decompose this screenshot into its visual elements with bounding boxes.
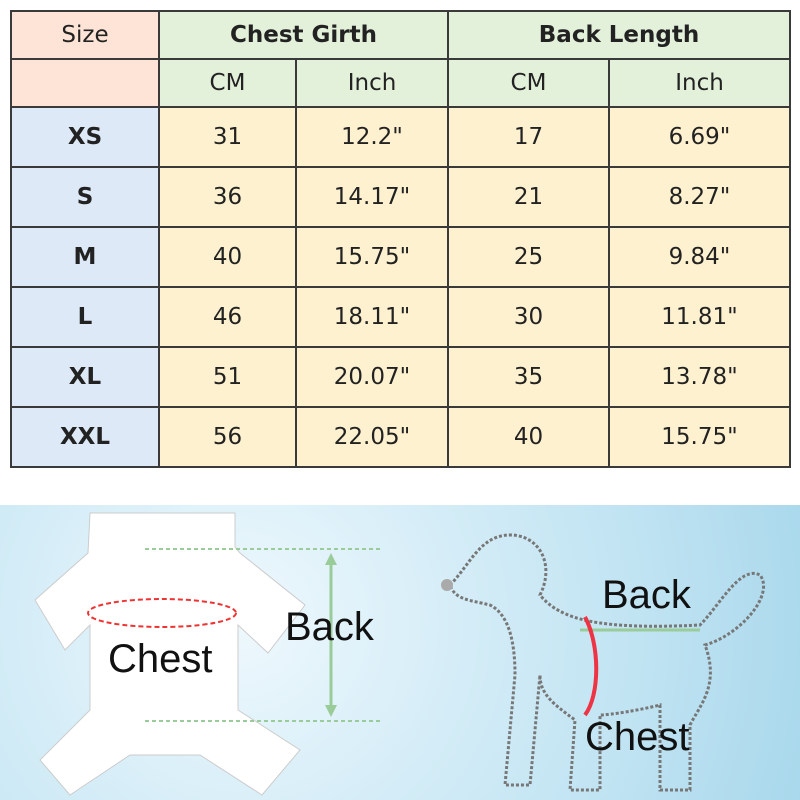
back-cm-cell: 21 <box>447 166 610 228</box>
size-cell: XS <box>10 106 160 168</box>
back-inch-cell: 6.69" <box>608 106 791 168</box>
chest-cm-cell: 46 <box>158 286 297 348</box>
chest-inch-cell: 22.05" <box>295 406 449 468</box>
chest-cm-cell: 51 <box>158 346 297 408</box>
back-inch-cell: 8.27" <box>608 166 791 228</box>
size-cell: S <box>10 166 160 228</box>
shirt-chest-label: Chest <box>108 637 213 681</box>
header-chest-girth: Chest Girth <box>158 10 449 60</box>
chest-inch-cell: 20.07" <box>295 346 449 408</box>
table-row: S 36 14.17" 21 8.27" <box>10 166 791 228</box>
measurement-diagram: Chest Back Back Chest <box>0 505 800 800</box>
chest-inch-cell: 14.17" <box>295 166 449 228</box>
shirt-back-label: Back <box>285 605 374 649</box>
back-inch-cell: 9.84" <box>608 226 791 288</box>
back-inch-cell: 11.81" <box>608 286 791 348</box>
subheader-back-inch: Inch <box>608 58 791 108</box>
table-row: XL 51 20.07" 35 13.78" <box>10 346 791 408</box>
shirt-shape <box>34 512 380 796</box>
header-blank <box>10 58 160 108</box>
size-cell: XXL <box>10 406 160 468</box>
header-size: Size <box>10 10 160 60</box>
back-cm-cell: 30 <box>447 286 610 348</box>
back-inch-cell: 15.75" <box>608 406 791 468</box>
table-row: XXL 56 22.05" 40 15.75" <box>10 406 791 468</box>
back-inch-cell: 13.78" <box>608 346 791 408</box>
chest-inch-cell: 15.75" <box>295 226 449 288</box>
back-cm-cell: 25 <box>447 226 610 288</box>
size-cell: M <box>10 226 160 288</box>
table-row: XS 31 12.2" 17 6.69" <box>10 106 791 168</box>
subheader-back-cm: CM <box>447 58 610 108</box>
dog-back-label: Back <box>602 573 691 617</box>
chest-cm-cell: 40 <box>158 226 297 288</box>
header-back-length: Back Length <box>447 10 791 60</box>
chest-inch-cell: 12.2" <box>295 106 449 168</box>
chest-cm-cell: 56 <box>158 406 297 468</box>
subheader-chest-inch: Inch <box>295 58 449 108</box>
subheader-chest-cm: CM <box>158 58 297 108</box>
chest-cm-cell: 36 <box>158 166 297 228</box>
size-cell: XL <box>10 346 160 408</box>
table-row: L 46 18.11" 30 11.81" <box>10 286 791 348</box>
size-cell: L <box>10 286 160 348</box>
chest-cm-cell: 31 <box>158 106 297 168</box>
size-chart-table: Size Chest Girth Back Length CM Inch CM … <box>10 10 791 468</box>
back-cm-cell: 40 <box>447 406 610 468</box>
back-cm-cell: 35 <box>447 346 610 408</box>
table-row: M 40 15.75" 25 9.84" <box>10 226 791 288</box>
measurement-illustration <box>34 512 766 796</box>
dog-nose <box>441 579 453 591</box>
dog-outline <box>448 533 766 792</box>
back-cm-cell: 17 <box>447 106 610 168</box>
chest-inch-cell: 18.11" <box>295 286 449 348</box>
dog-chest-label: Chest <box>585 715 690 759</box>
